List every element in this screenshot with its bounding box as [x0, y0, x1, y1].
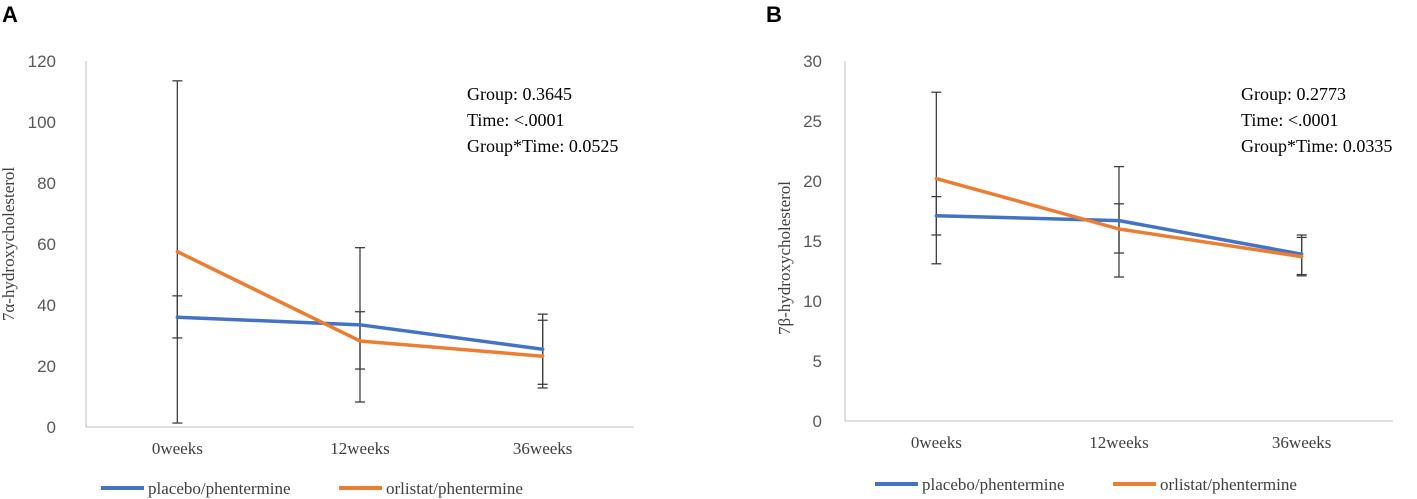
panel-a-stat-interaction: Group*Time: 0.0525 [467, 136, 618, 156]
panel-b-x-tick-label: 12weeks [1089, 433, 1148, 452]
panel-b-stats: Group: 0.2773 Time: <.0001 Group*Time: 0… [1241, 84, 1392, 156]
panel-b-y-tick-label: 20 [803, 172, 822, 191]
panel-b-x-tick-label: 36weeks [1272, 433, 1331, 452]
panel-b-legend: placebo/phentermine orlistat/phentermine [875, 475, 1297, 494]
panel-a-series-line-orlistat [175, 249, 545, 358]
panel-b-stat-group: Group: 0.2773 [1241, 84, 1346, 104]
panel-b-y-axis-label: 7β-hydroxycholesterol [775, 181, 794, 335]
panel-b-y-tick-label: 0 [813, 412, 822, 431]
panel-a-stats: Group: 0.3645 Time: <.0001 Group*Time: 0… [467, 84, 618, 156]
panel-b-stat-time: Time: <.0001 [1241, 110, 1339, 130]
panel-a-x-tick-label: 12weeks [330, 439, 389, 458]
panel-a-stat-group: Group: 0.3645 [467, 84, 572, 104]
panel-a-y-tick-label: 100 [28, 113, 56, 132]
panel-a-legend: placebo/phentermine orlistat/phentermine [101, 479, 523, 498]
panel-a-y-tick-label: 40 [37, 296, 56, 315]
panel-a-x-tick-label: 36weeks [513, 439, 572, 458]
panel-a-y-tick-label: 0 [47, 418, 56, 437]
panel-a-stat-time: Time: <.0001 [467, 110, 565, 130]
panel-a-legend-label-placebo: placebo/phentermine [148, 479, 291, 498]
panel-b-series-line-orlistat [934, 176, 1304, 259]
panel-a-y-tick-label: 80 [37, 174, 56, 193]
panel-a-legend-label-orlistat: orlistat/phentermine [386, 479, 523, 498]
panel-b-legend-label-placebo: placebo/phentermine [922, 475, 1065, 494]
panel-a-letter: A [2, 2, 18, 27]
panel-b-x-tick-label: 0weeks [911, 433, 962, 452]
panel-a-x-tick-label: 0weeks [152, 439, 203, 458]
panel-b-legend-label-orlistat: orlistat/phentermine [1160, 475, 1297, 494]
panel-b-y-tick-label: 5 [813, 352, 822, 371]
panel-a-y-tick-label: 20 [37, 357, 56, 376]
panel-b-y-tick-label: 25 [803, 112, 822, 131]
panel-b-y-tick-label: 10 [803, 292, 822, 311]
panel-b-series-line-placebo [934, 214, 1304, 256]
panel-b-letter: B [766, 2, 782, 27]
panel-a-y-axis-label: 7α-hydroxycholesterol [0, 167, 18, 322]
panel-a-y-tick-label: 60 [37, 235, 56, 254]
panel-b-y-tick-label: 30 [803, 52, 822, 71]
panel-a-y-tick-label: 120 [28, 52, 56, 71]
panel-a-series-line-placebo [175, 315, 545, 351]
panel-b-y-tick-label: 15 [803, 232, 822, 251]
panel-b-stat-interaction: Group*Time: 0.0335 [1241, 136, 1392, 156]
